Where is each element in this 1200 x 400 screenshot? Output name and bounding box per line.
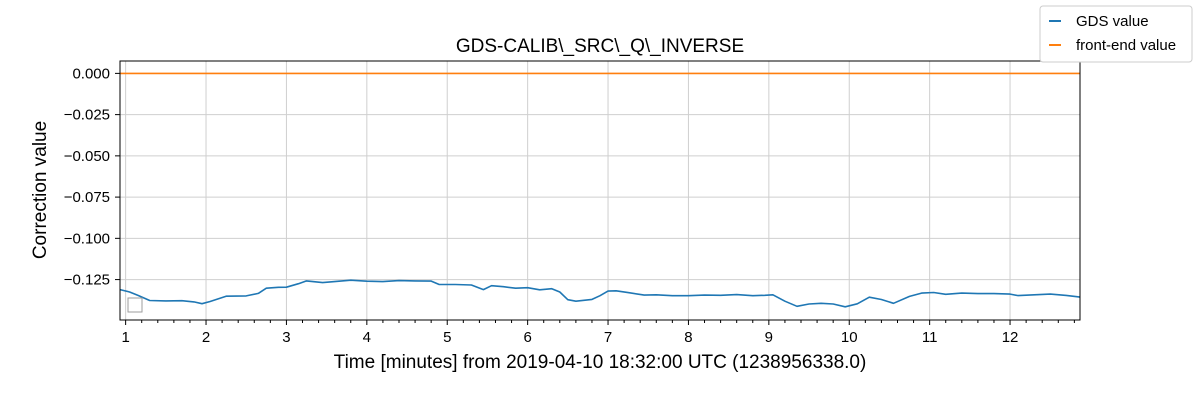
x-tick-label: 12 bbox=[1002, 329, 1019, 346]
x-axis-label: Time [minutes] from 2019-04-10 18:32:00 … bbox=[334, 352, 867, 373]
legend-box bbox=[1039, 5, 1193, 63]
y-axis-label: Correction value bbox=[30, 121, 51, 259]
legend: GDS value front-end value bbox=[1039, 5, 1193, 63]
y-tick-label: −0.025 bbox=[64, 107, 110, 124]
x-tick-label: 11 bbox=[922, 329, 938, 346]
x-tick-label: 7 bbox=[604, 329, 612, 346]
x-tick-label: 4 bbox=[363, 329, 371, 346]
x-tick-label: 2 bbox=[202, 329, 210, 346]
y-tick-label: −0.075 bbox=[64, 189, 110, 206]
series-line-gds-value bbox=[119, 279, 1081, 308]
legend-label-gds-value: GDS value bbox=[1076, 13, 1149, 30]
x-tick-label: 1 bbox=[121, 329, 129, 346]
x-tick-label: 8 bbox=[684, 329, 692, 346]
y-tick-label: −0.125 bbox=[64, 272, 110, 289]
x-tick-label: 5 bbox=[443, 329, 451, 346]
series-lines bbox=[119, 72, 1081, 308]
legend-label-front-end-value: front-end value bbox=[1076, 37, 1176, 54]
chart-title: GDS-CALIB\_SRC\_Q\_INVERSE bbox=[456, 36, 744, 57]
x-tick-label: 3 bbox=[282, 329, 290, 346]
plot-frame bbox=[119, 60, 1081, 321]
y-tick-label: −0.100 bbox=[64, 230, 110, 247]
axis-ticks: 1 2 3 4 5 6 7 8 9 10 11 120.000−0.025−0.050−0.075−0… bbox=[64, 65, 1075, 346]
y-tick-label: 0.000 bbox=[72, 65, 110, 82]
x-tick-label: 6 bbox=[523, 329, 531, 346]
empty-marker-box bbox=[127, 297, 143, 313]
x-tick-label: 9 bbox=[765, 329, 773, 346]
y-tick-label: −0.050 bbox=[64, 148, 110, 165]
x-tick-label: 10 bbox=[841, 329, 858, 346]
